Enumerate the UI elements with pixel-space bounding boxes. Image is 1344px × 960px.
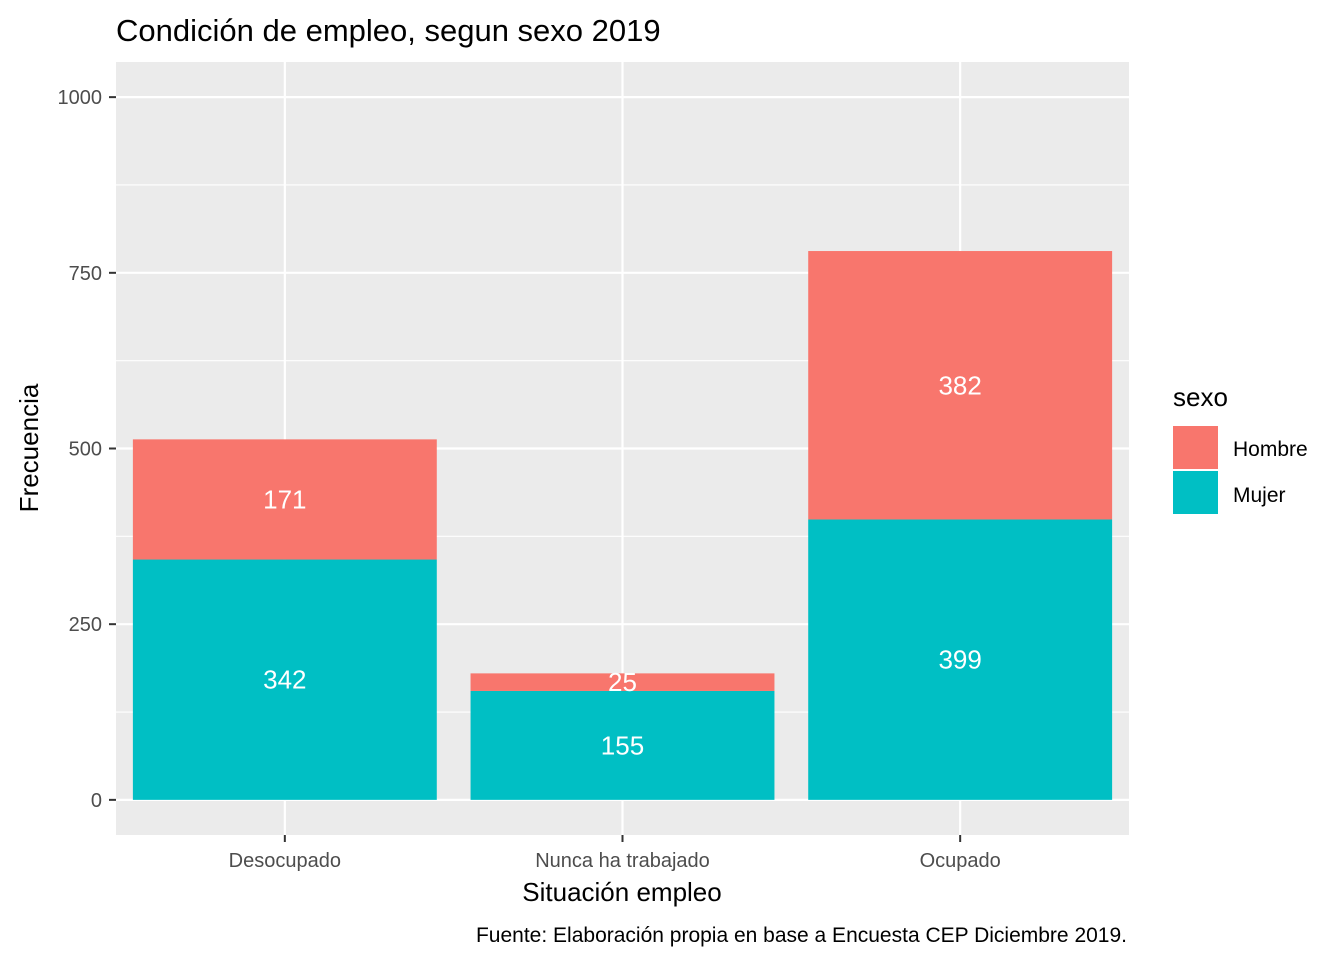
bar-hombre-3 bbox=[808, 251, 1113, 520]
bar-mujer-1 bbox=[132, 559, 437, 800]
bar-mujer-2 bbox=[470, 690, 775, 800]
chart-caption: Fuente: Elaboración propia en base a Enc… bbox=[476, 924, 1127, 947]
bar-hombre-2 bbox=[470, 673, 775, 691]
x-axis: Desocupado Nunca ha trabajado Ocupado bbox=[229, 835, 1001, 872]
data-label-hombre-1: 171 bbox=[263, 484, 306, 514]
legend-key-hombre bbox=[1173, 426, 1218, 469]
bar-mujer-3 bbox=[808, 519, 1113, 800]
x-tick-label: Ocupado bbox=[920, 850, 1001, 872]
data-label-hombre-2: 25 bbox=[608, 667, 637, 697]
data-labels: 342 171 155 25 399 382 bbox=[263, 370, 982, 760]
legend-label-mujer: Mujer bbox=[1233, 484, 1286, 507]
data-label-hombre-3: 382 bbox=[938, 370, 981, 400]
x-axis-title: Situación empleo bbox=[522, 877, 721, 907]
data-label-mujer-1: 342 bbox=[263, 665, 306, 695]
x-tick-label: Nunca ha trabajado bbox=[535, 850, 710, 872]
x-tick-label: Desocupado bbox=[229, 850, 341, 872]
y-tick-label: 0 bbox=[91, 790, 102, 812]
chart-title: Condición de empleo, segun sexo 2019 bbox=[116, 13, 661, 48]
y-tick-label: 250 bbox=[69, 614, 102, 636]
y-axis: 0 250 500 750 1000 bbox=[58, 87, 116, 812]
data-label-mujer-3: 399 bbox=[938, 645, 981, 675]
y-axis-title: Frecuencia bbox=[14, 383, 44, 512]
bars bbox=[132, 251, 1113, 800]
legend-title: sexo bbox=[1173, 382, 1228, 412]
y-tick-label: 500 bbox=[69, 439, 102, 461]
y-tick-label: 750 bbox=[69, 263, 102, 285]
y-tick-label: 1000 bbox=[58, 87, 103, 109]
data-label-mujer-2: 155 bbox=[601, 730, 644, 760]
legend-key-mujer bbox=[1173, 471, 1218, 514]
legend-label-hombre: Hombre bbox=[1233, 438, 1308, 461]
bar-hombre-1 bbox=[132, 439, 437, 560]
legend: sexo Hombre Mujer bbox=[1173, 382, 1308, 514]
